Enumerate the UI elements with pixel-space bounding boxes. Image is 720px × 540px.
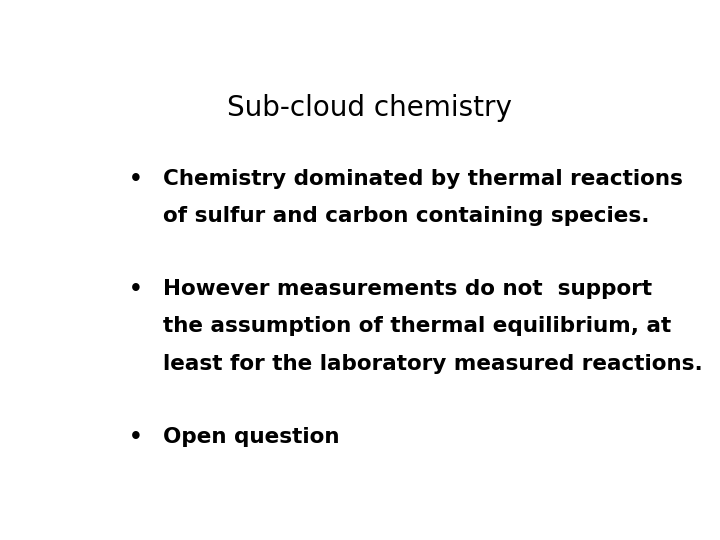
- Text: the assumption of thermal equilibrium, at: the assumption of thermal equilibrium, a…: [163, 316, 671, 336]
- Text: Open question: Open question: [163, 427, 339, 447]
- Text: •: •: [129, 168, 143, 189]
- Text: Chemistry dominated by thermal reactions: Chemistry dominated by thermal reactions: [163, 168, 683, 189]
- Text: •: •: [129, 279, 143, 299]
- Text: least for the laboratory measured reactions.: least for the laboratory measured reacti…: [163, 354, 702, 374]
- Text: However measurements do not  support: However measurements do not support: [163, 279, 652, 299]
- Text: Sub-cloud chemistry: Sub-cloud chemistry: [227, 94, 511, 122]
- Text: of sulfur and carbon containing species.: of sulfur and carbon containing species.: [163, 206, 649, 226]
- Text: •: •: [129, 427, 143, 447]
